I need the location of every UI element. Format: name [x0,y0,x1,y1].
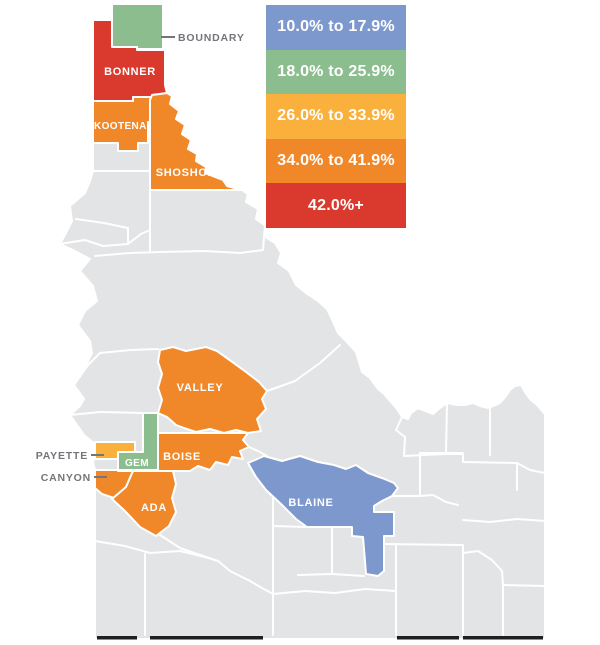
legend-item-34-41: 34.0% to 41.9% [266,138,406,184]
legend-item-label: 10.0% to 17.9% [277,18,395,36]
county-shape-kootenai [92,96,153,152]
county-labels: BOUNDARY BONNER KOOTENAI SHOSHONE VALLEY… [36,32,333,514]
bottom-crop-edge [97,636,543,640]
county-shape-ada [111,470,177,537]
county-shape-boundary [111,3,164,50]
legend-item-18-25: 18.0% to 25.9% [266,49,406,95]
highlighted-counties [92,3,399,577]
county-label-kootenai: KOOTENAI [94,121,150,132]
county-label-gem: GEM [125,458,149,469]
label-connectors [91,36,175,478]
county-label-ada: ADA [141,502,167,514]
legend-item-label: 26.0% to 33.9% [277,107,395,125]
legend-item-26-33: 26.0% to 33.9% [266,94,406,139]
legend-item-label: 34.0% to 41.9% [277,152,395,170]
county-shape-blaine [247,455,399,577]
county-label-bonner: BONNER [104,66,156,78]
county-label-shoshone: SHOSHONE [156,167,225,179]
legend-item-10-17: 10.0% to 17.9% [266,5,406,50]
map-legend: 10.0% to 17.9% 18.0% to 25.9% 26.0% to 3… [266,5,406,228]
county-shape-shoshone [149,92,243,191]
county-label-payette: PAYETTE [36,450,88,462]
county-label-boise: BOISE [163,451,201,463]
county-label-valley: VALLEY [177,382,224,394]
legend-item-label: 42.0%+ [308,196,364,214]
county-label-canyon: CANYON [41,472,91,484]
county-label-blaine: BLAINE [288,497,333,509]
legend-item-label: 18.0% to 25.9% [277,62,395,80]
legend-item-42-plus: 42.0%+ [266,183,406,228]
county-label-boundary: BOUNDARY [178,32,245,44]
county-shape-boise [157,432,250,472]
county-shape-payette [94,441,136,460]
